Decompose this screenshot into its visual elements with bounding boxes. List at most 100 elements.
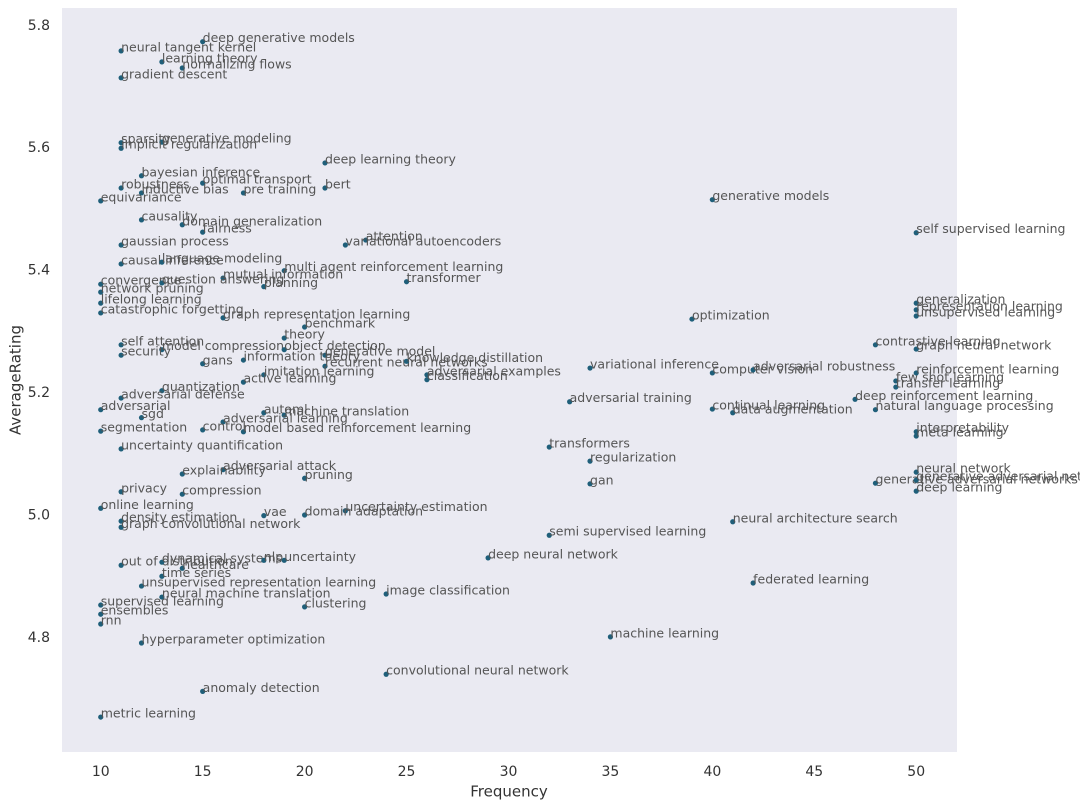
point <box>913 488 919 494</box>
point <box>587 481 593 487</box>
point-label: gaussian process <box>121 233 229 248</box>
point-label: attention <box>366 229 423 244</box>
point <box>913 370 919 376</box>
point <box>220 315 226 321</box>
point-label: explainability <box>182 462 266 477</box>
point <box>342 242 348 248</box>
point <box>98 621 104 627</box>
point-label: uncertainty quantification <box>121 437 283 452</box>
point-label: graph representation learning <box>223 306 410 321</box>
point <box>138 190 145 196</box>
point-label: ensembles <box>101 603 169 618</box>
point-label: neural machine translation <box>162 586 331 601</box>
point-label: nlp <box>264 549 283 564</box>
point-label: graph convolutional network <box>121 516 301 531</box>
point-label: gan <box>590 472 614 487</box>
point <box>98 198 104 204</box>
x-tick-label: 30 <box>500 764 518 780</box>
point-label: transformers <box>549 436 630 451</box>
point <box>220 419 226 425</box>
y-axis-label: AverageRating <box>7 325 25 435</box>
point-label: object detection <box>284 338 386 353</box>
point-label: deep neural network <box>488 546 619 561</box>
point <box>200 229 206 235</box>
point <box>913 477 919 483</box>
point-label: adversarial examples <box>427 363 561 378</box>
point-label: vae <box>264 504 287 519</box>
point-label: metric learning <box>101 706 196 721</box>
point-label: privacy <box>121 480 167 495</box>
point <box>322 352 328 358</box>
point <box>342 508 348 514</box>
point <box>98 714 104 720</box>
point <box>913 429 919 435</box>
point-label: optimal transport <box>203 172 312 187</box>
point <box>730 519 736 525</box>
point <box>138 217 145 223</box>
point-label: network pruning <box>101 281 204 296</box>
point <box>118 145 124 151</box>
point <box>281 335 287 341</box>
point <box>546 444 552 450</box>
point-label: machine translation <box>284 404 409 419</box>
point <box>98 407 104 413</box>
point-label: active learning <box>243 371 336 386</box>
point <box>322 160 328 166</box>
point <box>200 180 206 186</box>
point-label: security <box>121 344 172 359</box>
point <box>118 185 124 191</box>
y-tick-label: 5.2 <box>28 385 50 401</box>
x-tick-label: 45 <box>805 764 823 780</box>
point <box>730 410 736 416</box>
point <box>179 65 185 71</box>
point <box>913 346 919 352</box>
point <box>179 471 185 477</box>
point-label: convolutional neural network <box>386 663 569 678</box>
point <box>913 313 919 319</box>
x-tick-label: 35 <box>602 764 620 780</box>
point-label: generalization <box>916 292 1005 307</box>
point-label: anomaly detection <box>203 680 320 695</box>
point-label: adversarial training <box>570 390 692 405</box>
point <box>893 384 899 390</box>
point <box>240 190 247 196</box>
point-label: supervised learning <box>101 594 224 609</box>
point-label: causal inference <box>121 252 224 267</box>
point <box>913 300 919 306</box>
point-label: healthcare <box>182 557 249 572</box>
point <box>587 365 593 371</box>
point-label: language modeling <box>162 251 282 266</box>
point <box>587 458 593 464</box>
point <box>424 377 430 383</box>
point-label: clustering <box>305 595 367 610</box>
point <box>383 671 389 677</box>
point-label: adversarial defense <box>121 387 245 402</box>
x-tick-label: 20 <box>296 764 314 780</box>
point-label: hyperparameter optimization <box>142 632 326 647</box>
point <box>281 412 287 418</box>
point <box>200 361 206 367</box>
point <box>424 372 430 378</box>
point-label: uncertainty <box>284 549 356 564</box>
point-label: deep learning theory <box>325 151 456 166</box>
y-tick-label: 5.8 <box>28 18 50 34</box>
point <box>159 388 165 394</box>
x-tick-label: 10 <box>92 764 110 780</box>
point <box>98 428 104 434</box>
x-tick-label: 50 <box>907 764 925 780</box>
point <box>118 261 124 267</box>
point <box>240 357 247 363</box>
point-label: generative adversarial networks <box>875 472 1077 487</box>
point <box>118 342 124 348</box>
point <box>159 59 165 65</box>
point-label: automl <box>264 401 308 416</box>
point-label: deep generative models <box>203 30 355 45</box>
point <box>98 602 104 608</box>
point-label: lifelong learning <box>101 292 202 307</box>
point-label: sgd <box>142 406 164 421</box>
point <box>138 583 145 589</box>
point <box>709 197 715 203</box>
point <box>200 427 206 433</box>
point <box>138 415 145 421</box>
